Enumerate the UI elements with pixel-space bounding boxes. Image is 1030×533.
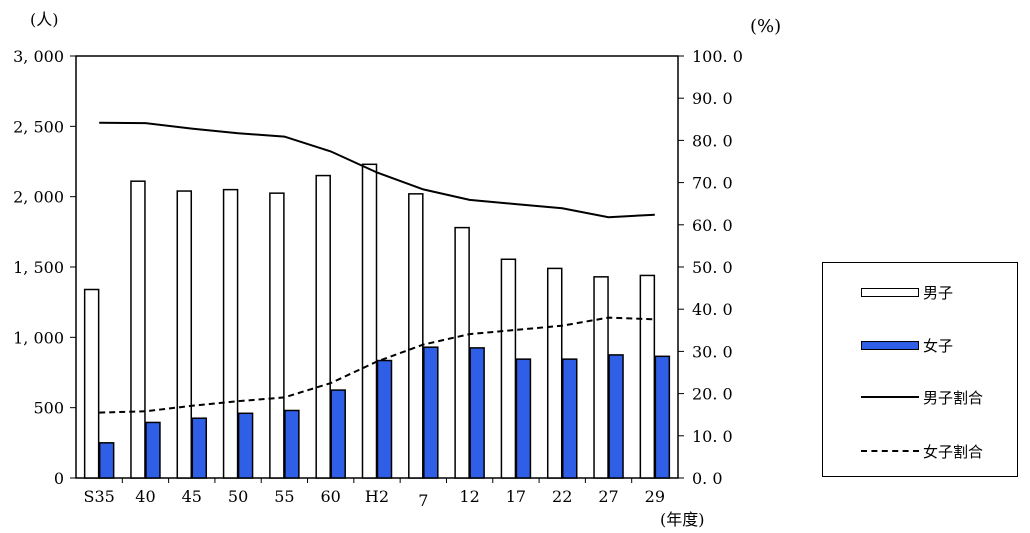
bar-male: [269, 192, 285, 479]
legend-label-female-ratio: 女子割合: [923, 442, 984, 461]
labels: (人) (%) (年度): [30, 10, 781, 529]
left-tick-label: 500: [33, 399, 64, 418]
x-tick-label: 50: [228, 487, 248, 506]
bar-male: [361, 163, 378, 479]
x-tick-label: 7: [418, 491, 428, 510]
bar-female: [237, 412, 254, 479]
bar-male: [222, 188, 239, 479]
x-tick-label: 55: [274, 487, 294, 506]
bar-female: [98, 442, 115, 479]
bar-female: [376, 359, 393, 479]
right-tick-label: 40. 0: [692, 300, 733, 319]
x-tick-label: 12: [459, 487, 479, 506]
legend-item-female: 女子: [861, 335, 953, 355]
legend-item-male-ratio: 男子割合: [861, 387, 983, 407]
right-tick-label: 80. 0: [692, 131, 733, 150]
bar-male: [83, 288, 100, 479]
legend-swatch-female: [861, 340, 919, 350]
bar-female: [515, 358, 532, 479]
line-female-ratio: [99, 316, 655, 414]
bar-male: [593, 276, 609, 479]
bar-female: [423, 346, 439, 479]
bar-male: [315, 174, 331, 479]
x-axis-label: (年度): [660, 510, 705, 529]
legend-swatch-male-ratio: [861, 396, 919, 398]
x-tick-label: 17: [506, 487, 526, 506]
bar-female: [469, 347, 485, 479]
right-axis-unit: (%): [750, 16, 781, 37]
bar-female: [654, 355, 671, 479]
left-tick-label: 3, 000: [13, 47, 64, 66]
right-tick-label: 70. 0: [692, 174, 733, 193]
bar-female: [608, 354, 624, 479]
right-tick-label: 100. 0: [692, 47, 743, 66]
right-tick-label: 0. 0: [692, 469, 723, 488]
right-tick-label: 10. 0: [692, 427, 733, 446]
bar-male: [408, 193, 424, 479]
bar-male: [639, 274, 656, 479]
x-tick-label: 27: [598, 487, 618, 506]
left-axis-unit: (人): [30, 10, 59, 29]
right-tick-label: 90. 0: [692, 89, 733, 108]
legend-label-male-ratio: 男子割合: [923, 388, 984, 407]
bar-male: [454, 226, 470, 479]
bar-male: [130, 180, 146, 479]
x-tick-label: 60: [321, 487, 341, 506]
bar-male: [176, 190, 193, 479]
right-tick-label: 20. 0: [692, 385, 733, 404]
legend-swatch-female-ratio: [861, 450, 919, 452]
legend: 男子 女子 男子割合 女子割合: [822, 262, 1018, 477]
left-tick-label: 2, 500: [13, 117, 64, 136]
right-tick-label: 30. 0: [692, 342, 733, 361]
lines: [99, 121, 655, 414]
bar-female: [561, 358, 578, 479]
x-tick-label: 29: [645, 487, 665, 506]
legend-swatch-male: [861, 287, 919, 297]
x-tick-label: S35: [83, 487, 114, 506]
bar-female: [330, 389, 346, 479]
legend-label-female: 女子: [923, 336, 954, 355]
left-tick-label: 1, 000: [13, 328, 64, 347]
right-tick-label: 50. 0: [692, 258, 733, 277]
x-tick-label: 40: [135, 487, 155, 506]
x-tick-label: H2: [365, 487, 389, 506]
bar-male: [546, 267, 563, 479]
right-tick-label: 60. 0: [692, 216, 733, 235]
left-tick-label: 0: [54, 469, 64, 488]
axes: 0 500 1, 000 1, 500 2, 000 2, 500 3, 000 0. 0 10…: [13, 47, 743, 510]
line-male-ratio: [99, 121, 655, 219]
bar-female: [191, 417, 208, 479]
x-tick-label: 22: [552, 487, 572, 506]
legend-item-male: 男子: [861, 282, 953, 302]
x-tick-label: 45: [182, 487, 202, 506]
bar-female: [284, 409, 300, 479]
legend-item-female-ratio: 女子割合: [861, 441, 983, 461]
left-tick-label: 1, 500: [13, 258, 64, 277]
bar-male: [500, 258, 517, 479]
legend-label-male: 男子: [923, 283, 954, 302]
bar-female: [145, 421, 161, 479]
left-tick-label: 2, 000: [13, 188, 64, 207]
